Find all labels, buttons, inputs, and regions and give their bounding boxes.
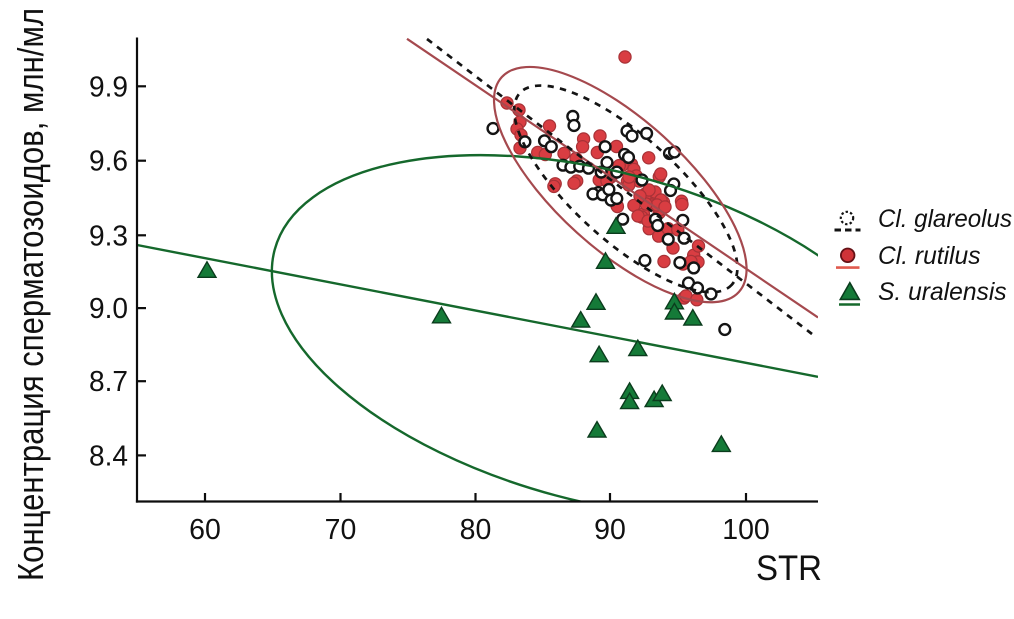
svg-text:90: 90 bbox=[594, 514, 626, 546]
svg-text:9.0: 9.0 bbox=[89, 293, 128, 325]
svg-text:80: 80 bbox=[460, 514, 492, 546]
svg-text:100: 100 bbox=[722, 514, 770, 546]
svg-text:8.7: 8.7 bbox=[89, 366, 128, 398]
svg-text:9.9: 9.9 bbox=[89, 71, 128, 103]
svg-text:9.3: 9.3 bbox=[89, 220, 128, 252]
svg-text:Cl. rutilus: Cl. rutilus bbox=[878, 243, 981, 270]
svg-text:8.4: 8.4 bbox=[89, 440, 128, 472]
svg-text:60: 60 bbox=[189, 514, 221, 546]
svg-text:Концентрация сперматозоидов, м: Концентрация сперматозоидов, млн/мл bbox=[10, 8, 51, 581]
svg-text:70: 70 bbox=[325, 514, 357, 546]
svg-text:Cl. glareolus: Cl. glareolus bbox=[878, 206, 1012, 233]
svg-text:STR: STR bbox=[756, 549, 822, 588]
svg-text:9.6: 9.6 bbox=[89, 146, 128, 178]
svg-text:S. uralensis: S. uralensis bbox=[878, 279, 1007, 306]
